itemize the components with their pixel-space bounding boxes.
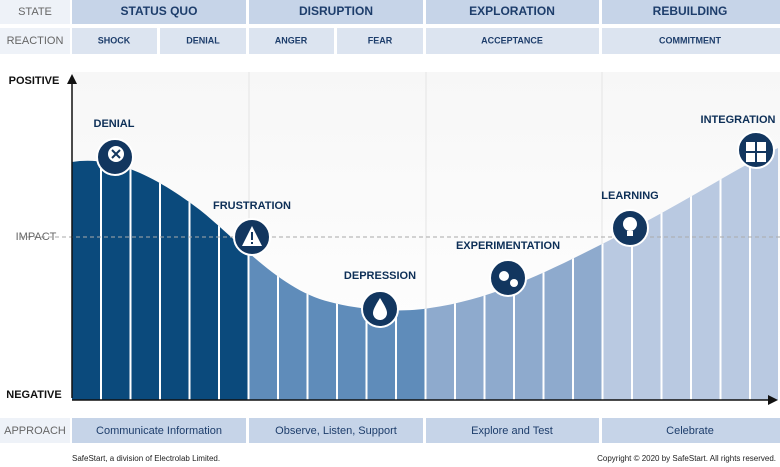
row-label: REACTION <box>7 35 64 47</box>
stage-labels: DENIAL FRUSTRATION DEPRESSION EXPERIMENT… <box>94 114 776 282</box>
stage-label: DEPRESSION <box>344 270 416 282</box>
row-label: STATE <box>18 6 52 18</box>
reaction: FEAR <box>368 35 393 45</box>
stage-label: LEARNING <box>601 190 658 202</box>
approach-item: Celebrate <box>666 425 714 437</box>
reaction: ANGER <box>275 35 308 45</box>
reaction: SHOCK <box>98 35 131 45</box>
reaction: ACCEPTANCE <box>481 35 543 45</box>
approach-item: Observe, Listen, Support <box>275 425 397 437</box>
state: DISRUPTION <box>299 4 373 18</box>
axis-label: NEGATIVE <box>6 389 61 401</box>
axis-label: IMPACT <box>16 231 57 243</box>
stage-label: FRUSTRATION <box>213 200 291 212</box>
row-label: APPROACH <box>4 425 66 437</box>
reaction: COMMITMENT <box>659 35 721 45</box>
approach-item: Explore and Test <box>471 425 553 437</box>
state: EXPLORATION <box>469 4 555 18</box>
state: REBUILDING <box>653 4 728 18</box>
footer: Copyright © 2020 by SafeStart. All right… <box>597 454 776 463</box>
stage-label: EXPERIMENTATION <box>456 240 560 252</box>
approach: APPROACH Communicate Information Observe… <box>0 418 780 443</box>
reaction: DENIAL <box>186 35 220 45</box>
state: STATUS QUO <box>121 4 198 18</box>
plot: POSITIVE IMPACT NEGATIVE <box>6 72 780 405</box>
stage-label: DENIAL <box>94 118 135 130</box>
header: STATE REACTION STATUS QUO DISRUPTION EXP… <box>0 0 780 54</box>
stage-label: INTEGRATION <box>701 114 776 126</box>
footer: SafeStart, a division of Electrolab Limi… <box>72 454 220 463</box>
icons <box>108 142 766 320</box>
approach-item: Communicate Information <box>96 425 222 437</box>
axis-label: POSITIVE <box>9 75 60 87</box>
